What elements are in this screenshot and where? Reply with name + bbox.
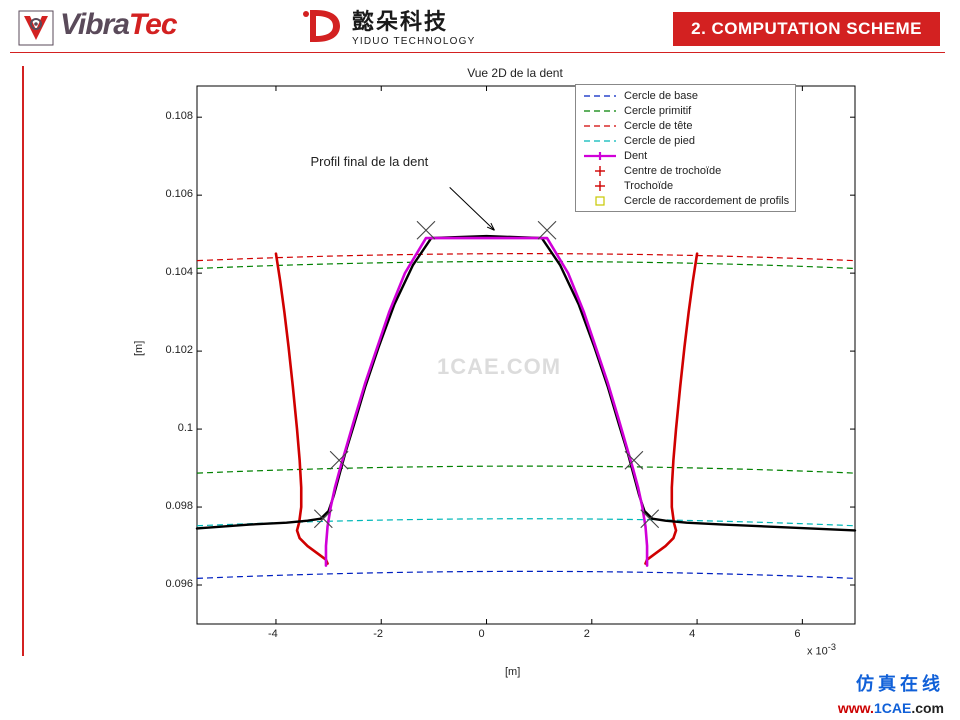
yiduo-logo-text: 懿朵科技 YIDUO TECHNOLOGY <box>352 4 475 47</box>
legend-label: Trochoïde <box>624 180 673 192</box>
x-tick-label: -2 <box>373 628 383 640</box>
x-tick-label: -4 <box>268 628 278 640</box>
legend-label: Dent <box>624 150 647 162</box>
chart-title: Vue 2D de la dent <box>175 66 855 80</box>
vibratec-icon <box>18 10 54 46</box>
y-tick-label: 0.108 <box>145 110 193 122</box>
footer-url-c: .com <box>911 700 944 716</box>
legend-swatch <box>582 105 618 117</box>
legend-swatch <box>582 180 618 192</box>
footer-url-a: www. <box>838 700 874 716</box>
legend-swatch <box>582 135 618 147</box>
x-tick-label: 6 <box>794 628 800 640</box>
footer-url-b: 1CAE <box>874 700 911 716</box>
vibratec-text-b: Tec <box>129 8 177 41</box>
y-axis-label: [m] <box>133 341 145 356</box>
y-tick-label: 0.096 <box>145 578 193 590</box>
legend-label: Cercle de tête <box>624 120 692 132</box>
yiduo-en: YIDUO TECHNOLOGY <box>352 36 475 47</box>
legend-label: Cercle primitif <box>624 105 691 117</box>
footer-url[interactable]: www.1CAE.com <box>838 700 944 716</box>
side-rule <box>22 66 24 656</box>
legend-swatch <box>582 150 618 162</box>
legend-row: Dent <box>582 148 789 163</box>
y-tick-label: 0.104 <box>145 266 193 278</box>
section-tab: 2. COMPUTATION SCHEME <box>673 12 940 46</box>
legend-label: Cercle de raccordement de profils <box>624 195 789 207</box>
legend-row: Cercle primitif <box>582 103 789 118</box>
annotation-label: Profil final de la dent <box>310 154 428 169</box>
legend-row: Trochoïde <box>582 178 789 193</box>
legend-row: Centre de trochoïde <box>582 163 789 178</box>
legend-label: Cercle de base <box>624 90 698 102</box>
vibratec-text-a: Vibra <box>60 8 129 41</box>
legend-swatch <box>582 165 618 177</box>
y-tick-label: 0.098 <box>145 500 193 512</box>
yiduo-icon <box>300 6 344 46</box>
legend-row: Cercle de pied <box>582 133 789 148</box>
vibratec-logo: VibraTec <box>60 8 177 42</box>
y-tick-label: 0.1 <box>145 422 193 434</box>
legend-row: Cercle de base <box>582 88 789 103</box>
x-axis-label: [m] <box>505 666 520 678</box>
footer-cn: 仿真在线 <box>856 670 944 696</box>
y-tick-label: 0.106 <box>145 188 193 200</box>
legend-label: Centre de trochoïde <box>624 165 721 177</box>
legend: Cercle de base Cercle primitif Cercle de t… <box>575 84 796 212</box>
x-axis-exponent: x 10-3 <box>807 642 836 658</box>
legend-swatch <box>582 120 618 132</box>
y-tick-label: 0.102 <box>145 344 193 356</box>
tooth-profile-chart: Vue 2D de la dent [m] [m] x 10-3 1CAE.CO… <box>175 66 865 651</box>
header-bar: VibraTec 懿朵科技 YIDUO TECHNOLOGY 2. COMPUT… <box>0 0 960 52</box>
legend-row: Cercle de tête <box>582 118 789 133</box>
legend-swatch <box>582 195 618 207</box>
legend-row: Cercle de raccordement de profils <box>582 193 789 208</box>
legend-swatch <box>582 90 618 102</box>
x-tick-label: 2 <box>584 628 590 640</box>
yiduo-cn: 懿朵科技 <box>352 4 475 36</box>
x-tick-label: 4 <box>689 628 695 640</box>
legend-label: Cercle de pied <box>624 135 695 147</box>
header-rule <box>10 52 945 53</box>
x-tick-label: 0 <box>479 628 485 640</box>
